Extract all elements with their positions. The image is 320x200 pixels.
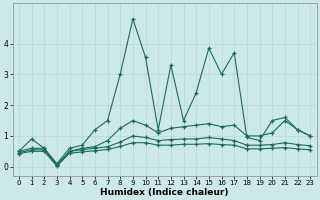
X-axis label: Humidex (Indice chaleur): Humidex (Indice chaleur) (100, 188, 229, 197)
